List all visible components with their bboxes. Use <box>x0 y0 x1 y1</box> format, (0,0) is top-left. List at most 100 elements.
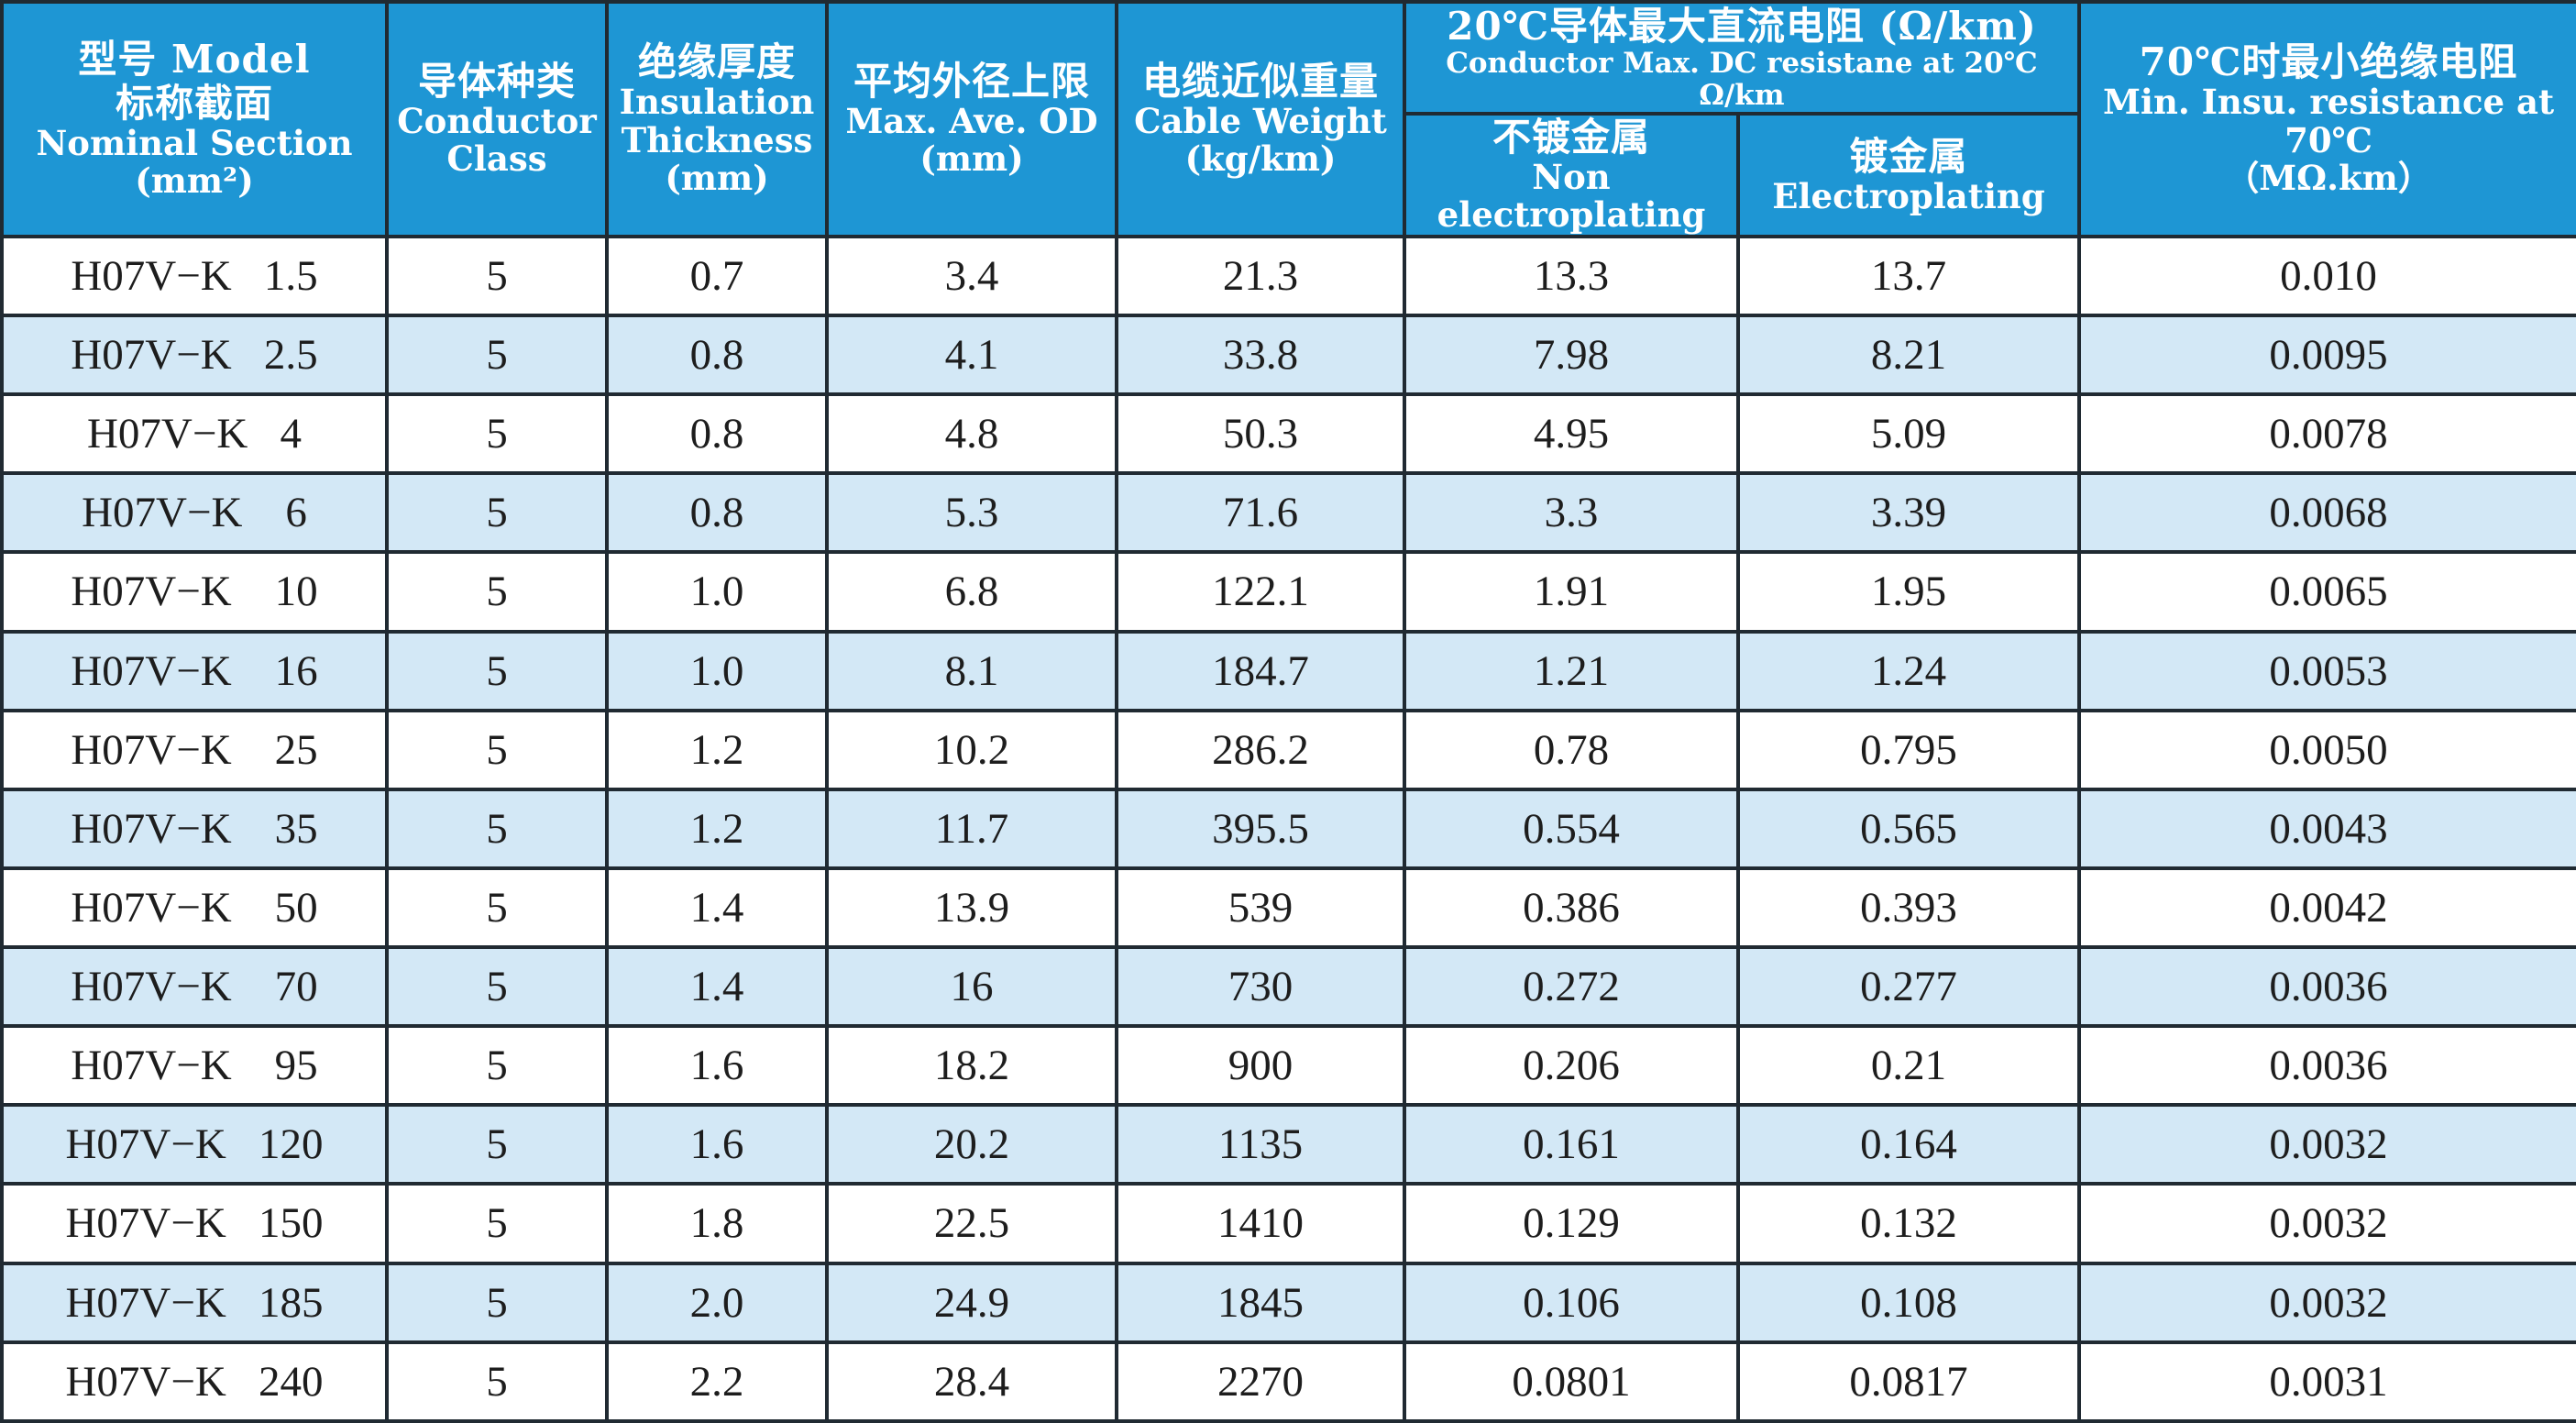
cell-class: 5 <box>385 708 609 791</box>
header-model-en: Nominal Section <box>36 122 353 163</box>
cell-plating: 0.108 <box>1736 1261 2081 1344</box>
header-weight: 电缆近似重量 Cable Weight (kg/km) <box>1115 0 1406 238</box>
cell-model: H07V−K 35 <box>0 787 389 870</box>
header-plating-en: Electroplating <box>1772 175 2045 216</box>
cell-weight: 122.1 <box>1115 550 1406 634</box>
cell-weight: 900 <box>1115 1024 1406 1108</box>
cell-model: H07V−K 2.5 <box>0 314 389 397</box>
table-row: H07V−K 120 5 1.6 20.2 1135 0.161 0.164 0.0032 <box>0 1103 2576 1186</box>
cell-insulation: 1.2 <box>605 708 829 791</box>
header-insulation-cn: 绝缘厚度 <box>637 39 796 85</box>
header-conductor-class: 导体种类 Conductor Class <box>385 0 609 238</box>
cell-insulation: 2.0 <box>605 1261 829 1344</box>
table-row: H07V−K 35 5 1.2 11.7 395.5 0.554 0.565 0.0043 <box>0 787 2576 870</box>
cell-non-plating: 4.95 <box>1403 392 1740 476</box>
table-row: H07V−K 6 5 0.8 5.3 71.6 3.3 3.39 0.0068 <box>0 471 2576 555</box>
cell-insulation: 2.2 <box>605 1340 829 1423</box>
cell-insu-res: 0.0065 <box>2077 550 2576 634</box>
cell-insulation: 1.6 <box>605 1103 829 1186</box>
cell-insu-res: 0.0068 <box>2077 471 2576 555</box>
cell-class: 5 <box>385 787 609 870</box>
cell-model: H07V−K 185 <box>0 1261 389 1344</box>
header-od-cn: 平均外径上限 <box>853 59 1090 104</box>
cell-class: 5 <box>385 471 609 555</box>
cell-plating: 0.132 <box>1736 1182 2081 1265</box>
cell-insu-res: 0.0031 <box>2077 1340 2576 1423</box>
header-insulation: 绝缘厚度 Insulation Thickness (mm) <box>605 0 829 238</box>
cell-weight: 33.8 <box>1115 314 1406 397</box>
cell-class: 5 <box>385 1182 609 1265</box>
cell-insu-res: 0.0036 <box>2077 1024 2576 1108</box>
cell-od: 28.4 <box>825 1340 1118 1423</box>
cell-insulation: 1.8 <box>605 1182 829 1265</box>
cell-od: 4.8 <box>825 392 1118 476</box>
header-od-unit: (mm) <box>919 138 1024 180</box>
header-weight-cn: 电缆近似重量 <box>1141 59 1379 104</box>
header-non-plating-cn: 不镀金属 <box>1492 115 1650 160</box>
header-insu-resistance: 70℃时最小绝缘电阻 Min. Insu. resistance at 70℃ … <box>2077 0 2576 238</box>
cell-weight: 730 <box>1115 945 1406 1029</box>
cell-insulation: 1.4 <box>605 945 829 1029</box>
table-row: H07V−K 70 5 1.4 16 730 0.272 0.277 0.0036 <box>0 945 2576 1029</box>
header-class-cn: 导体种类 <box>417 59 576 104</box>
header-insulation-unit: (mm) <box>665 158 769 199</box>
cell-insulation: 1.2 <box>605 787 829 870</box>
cell-model: H07V−K 70 <box>0 945 389 1029</box>
cell-class: 5 <box>385 314 609 397</box>
cell-od: 18.2 <box>825 1024 1118 1108</box>
cell-weight: 395.5 <box>1115 787 1406 870</box>
cell-insu-res: 0.0043 <box>2077 787 2576 870</box>
table-row: H07V−K 150 5 1.8 22.5 1410 0.129 0.132 0.0032 <box>0 1182 2576 1265</box>
cell-non-plating: 1.91 <box>1403 550 1740 634</box>
header-plating: 镀金属 Electroplating <box>1736 112 2081 238</box>
cell-insu-res: 0.0050 <box>2077 708 2576 791</box>
cell-model: H07V−K 150 <box>0 1182 389 1265</box>
cell-insulation: 1.0 <box>605 629 829 712</box>
cell-non-plating: 0.106 <box>1403 1261 1740 1344</box>
cell-insu-res: 0.0032 <box>2077 1103 2576 1186</box>
cell-class: 5 <box>385 1340 609 1423</box>
cell-od: 6.8 <box>825 550 1118 634</box>
cell-plating: 3.39 <box>1736 471 2081 555</box>
cell-plating: 0.21 <box>1736 1024 2081 1108</box>
header-resistance: 20℃导体最大直流电阻 (Ω/km) Conductor Max. DC res… <box>1403 0 2081 116</box>
cell-insu-res: 0.0036 <box>2077 945 2576 1029</box>
cell-model: H07V−K 6 <box>0 471 389 555</box>
header-non-plating-en: Non electroplating <box>1437 157 1706 236</box>
header-resistance-cn: 20℃导体最大直流电阻 (Ω/km) <box>1447 3 2037 49</box>
cell-class: 5 <box>385 866 609 950</box>
table-row: H07V−K 185 5 2.0 24.9 1845 0.106 0.108 0.0032 <box>0 1261 2576 1344</box>
cell-weight: 1410 <box>1115 1182 1406 1265</box>
cell-class: 5 <box>385 392 609 476</box>
cell-insulation: 0.7 <box>605 234 829 318</box>
cell-non-plating: 0.554 <box>1403 787 1740 870</box>
cell-model: H07V−K 1.5 <box>0 234 389 318</box>
table-header: 型号 Model 标称截面 Nominal Section (mm²) 导体种类… <box>0 0 2576 238</box>
cell-class: 5 <box>385 1261 609 1344</box>
cell-weight: 21.3 <box>1115 234 1406 318</box>
cell-plating: 5.09 <box>1736 392 2081 476</box>
cell-weight: 1135 <box>1115 1103 1406 1186</box>
cell-insu-res: 0.0032 <box>2077 1261 2576 1344</box>
cell-weight: 286.2 <box>1115 708 1406 791</box>
cell-non-plating: 0.272 <box>1403 945 1740 1029</box>
cell-non-plating: 0.386 <box>1403 866 1740 950</box>
cell-insulation: 1.4 <box>605 866 829 950</box>
cell-insu-res: 0.0078 <box>2077 392 2576 476</box>
table-row: H07V−K 2.5 5 0.8 4.1 33.8 7.98 8.21 0.0095 <box>0 314 2576 397</box>
cell-insulation: 0.8 <box>605 392 829 476</box>
cell-model: H07V−K 240 <box>0 1340 389 1423</box>
cell-insulation: 0.8 <box>605 314 829 397</box>
cell-insulation: 0.8 <box>605 471 829 555</box>
table-row: H07V−K 240 5 2.2 28.4 2270 0.0801 0.0817 0.0031 <box>0 1340 2576 1423</box>
header-model-cn2: 标称截面 <box>115 80 273 126</box>
cell-plating: 8.21 <box>1736 314 2081 397</box>
cell-non-plating: 1.21 <box>1403 629 1740 712</box>
header-plating-cn: 镀金属 <box>1849 133 1968 179</box>
cell-class: 5 <box>385 1103 609 1186</box>
header-model: 型号 Model 标称截面 Nominal Section (mm²) <box>0 0 389 238</box>
cell-weight: 184.7 <box>1115 629 1406 712</box>
cell-plating: 0.795 <box>1736 708 2081 791</box>
